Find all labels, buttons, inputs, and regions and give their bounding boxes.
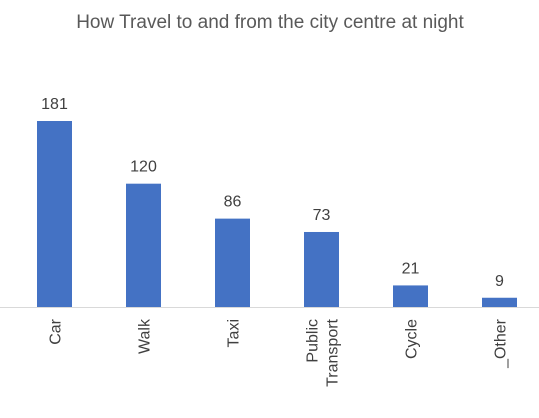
x-tick-label: _Other bbox=[493, 318, 510, 369]
chart-title: How Travel to and from the city centre a… bbox=[76, 12, 464, 33]
data-label: 9 bbox=[495, 273, 504, 290]
x-tick-label: Walk bbox=[137, 318, 154, 354]
bar bbox=[482, 297, 517, 307]
x-tick-label: Public Transport bbox=[305, 318, 342, 386]
bar bbox=[126, 183, 161, 307]
data-label: 73 bbox=[313, 207, 331, 224]
bar bbox=[215, 218, 250, 307]
bar bbox=[393, 285, 428, 307]
data-label: 120 bbox=[130, 159, 157, 176]
x-tick-label: Cycle bbox=[404, 319, 421, 359]
x-tick-label: Taxi bbox=[226, 319, 243, 347]
bar bbox=[37, 121, 72, 307]
bar bbox=[304, 231, 339, 307]
x-tick-label: Car bbox=[48, 318, 65, 344]
data-label: 181 bbox=[41, 96, 68, 113]
data-label: 86 bbox=[224, 194, 242, 211]
data-label: 21 bbox=[402, 260, 420, 277]
